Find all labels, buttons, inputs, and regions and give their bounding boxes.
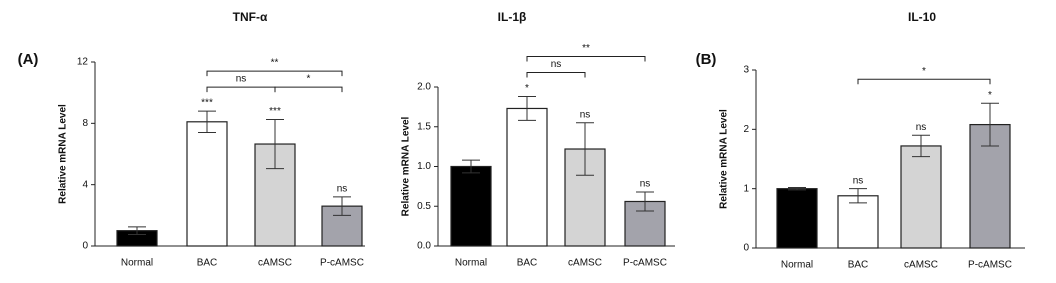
significance-bracket [857, 78, 991, 85]
y-axis-label: Relative mRNA Level [401, 116, 412, 216]
bar [186, 121, 228, 247]
significance-label: *** [201, 98, 213, 109]
y-tick-label: 2 [743, 124, 749, 135]
significance-label: ns [337, 184, 348, 195]
x-tick-label: BAC [848, 260, 869, 271]
error-bar [981, 102, 999, 147]
y-axis-label: Relative mRNA Level [58, 104, 69, 204]
bracket-label: ** [271, 58, 279, 69]
y-axis-label: Relative mRNA Level [719, 109, 730, 209]
bracket-label: ns [236, 74, 247, 85]
x-tick-label: Normal [781, 260, 813, 271]
x-tick-label: Normal [121, 258, 153, 269]
error-bar [128, 226, 146, 235]
error-bar [576, 122, 594, 176]
y-tick-label: 0 [743, 243, 749, 254]
y-tick-label: 0.5 [417, 201, 431, 212]
significance-label: *** [269, 106, 281, 117]
bar [506, 107, 548, 247]
chart-title: TNF-α [233, 10, 268, 24]
error-bar [849, 188, 867, 204]
significance-bracket [206, 86, 276, 93]
x-tick-label: Normal [455, 258, 487, 269]
bracket-label: * [922, 66, 926, 77]
y-tick-label: 4 [82, 179, 88, 190]
x-tick-label: P-cAMSC [968, 260, 1012, 271]
x-tick-label: P-cAMSC [623, 258, 667, 269]
error-bar [266, 119, 284, 170]
bar [450, 165, 492, 247]
x-tick-label: BAC [197, 258, 218, 269]
chart-title: IL-10 [908, 10, 936, 24]
y-tick-label: 1.5 [417, 121, 431, 132]
significance-bracket [526, 56, 646, 62]
error-bar [462, 159, 480, 174]
error-bar [333, 196, 351, 216]
y-tick-label: 3 [743, 65, 749, 76]
significance-label: ns [640, 179, 651, 190]
y-tick-label: 2.0 [417, 82, 431, 93]
y-tick-label: 0 [82, 241, 88, 252]
panel-label: (B) [696, 51, 717, 68]
significance-bracket [526, 72, 586, 78]
error-bar [518, 96, 536, 121]
significance-label: ns [916, 122, 927, 133]
y-tick-label: 1.0 [417, 161, 431, 172]
significance-bracket [206, 70, 343, 77]
bracket-label: ** [582, 43, 590, 54]
y-tick-label: 8 [82, 118, 88, 129]
x-tick-label: P-cAMSC [320, 258, 364, 269]
bracket-label: ns [551, 59, 562, 70]
panel-label: (A) [18, 51, 39, 68]
x-tick-label: cAMSC [258, 258, 292, 269]
x-tick-label: cAMSC [904, 260, 938, 271]
error-bar [788, 186, 806, 191]
significance-bracket [274, 86, 343, 93]
x-tick-label: BAC [517, 258, 538, 269]
x-tick-label: cAMSC [568, 258, 602, 269]
significance-label: ns [853, 175, 864, 186]
significance-label: * [988, 90, 992, 101]
bar [776, 188, 818, 249]
significance-label: ns [580, 109, 591, 120]
bracket-label: * [307, 74, 311, 85]
y-tick-label: 12 [77, 57, 89, 68]
chart-title: IL-1β [498, 10, 527, 24]
bar [900, 145, 942, 249]
significance-label: * [525, 83, 529, 94]
y-tick-label: 0.0 [417, 241, 431, 252]
error-bar [198, 110, 216, 134]
bar [837, 195, 879, 249]
y-tick-label: 1 [743, 183, 749, 194]
error-bar [636, 191, 654, 212]
error-bar [912, 134, 930, 158]
